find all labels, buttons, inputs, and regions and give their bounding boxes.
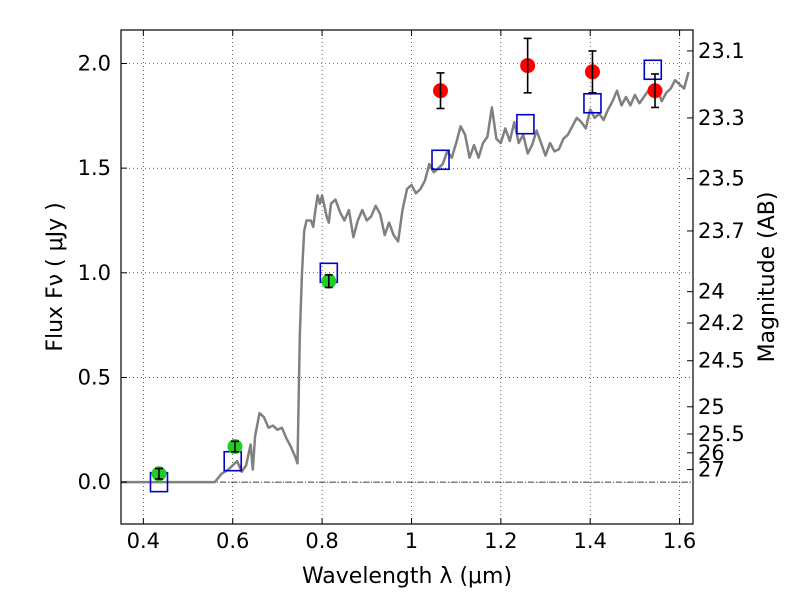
model-sed-line [121, 71, 690, 484]
model-photometry-point [516, 113, 535, 135]
right-tick-label: 23.7 [698, 219, 745, 243]
right-tick-label: 25.5 [698, 422, 745, 446]
right-tick-label: 26 [698, 441, 725, 465]
plot-background [121, 30, 693, 524]
x-tick-label: 0.8 [305, 529, 338, 553]
right-tick-label: 24.5 [698, 349, 745, 373]
model-photometry-point [583, 92, 602, 114]
right-tick-label: 24 [698, 280, 725, 304]
plot-frame [120, 29, 694, 525]
model-photometry-point [643, 59, 663, 81]
right-tick-label: 25 [698, 395, 725, 419]
model-photometry-point [431, 149, 450, 171]
y-tick-label: 1.5 [78, 156, 111, 180]
ticks: 0.4 0.6 0.8 1 1.2 1.4 1.6 0.0 0.5 1.0 1.5 2.0 23.1 23… [78, 30, 745, 553]
y-tick-label: 0.0 [78, 470, 111, 494]
y-tick-label: 0.5 [78, 365, 111, 389]
y-axis-title-right: Magnitude (AB) [755, 192, 780, 363]
x-tick-label: 1.4 [574, 529, 607, 553]
right-tick-label: 24.2 [698, 311, 745, 335]
y-tick-label: 1.0 [78, 261, 111, 285]
x-tick-label: 0.4 [127, 529, 160, 553]
x-tick-label: 0.6 [216, 529, 249, 553]
x-tick-label: 1.6 [663, 529, 696, 553]
x-tick-label: 1.2 [484, 529, 517, 553]
x-axis-title: Wavelength λ (μm) [302, 564, 512, 589]
right-tick-label: 23.1 [698, 39, 745, 63]
x-tick-label: 1 [405, 529, 418, 553]
right-tick-label: 23.5 [698, 167, 745, 191]
right-tick-label: 23.3 [698, 106, 745, 130]
y-axis-title: Flux Fν ( μJy ) [43, 202, 68, 351]
y-tick-label: 2.0 [78, 51, 111, 75]
series-layer [121, 37, 690, 493]
right-tick-label: 27 [698, 458, 725, 482]
